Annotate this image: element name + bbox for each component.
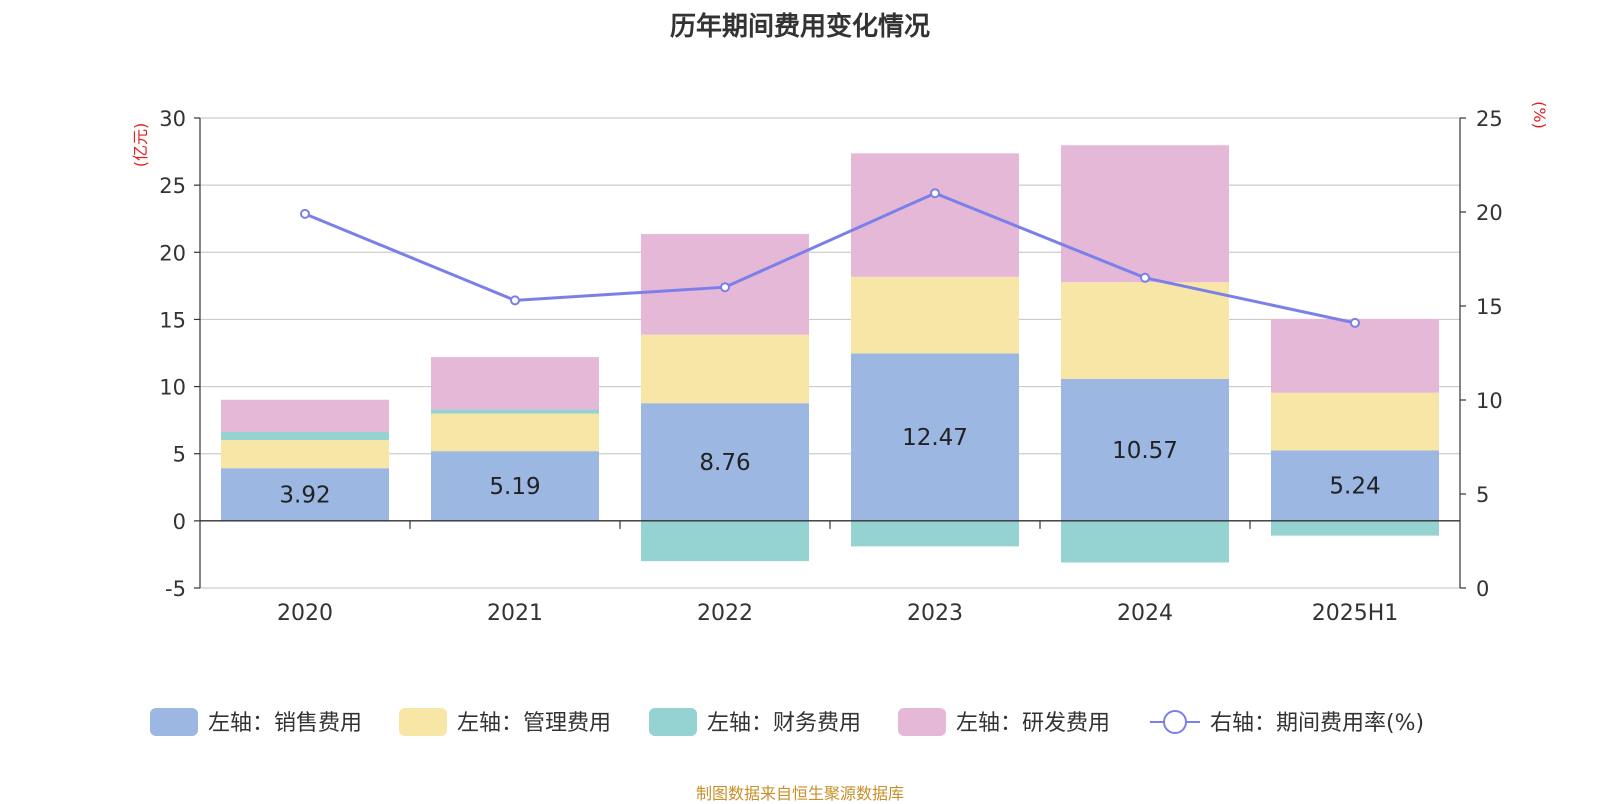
x-tick-label: 2024 [1117, 601, 1173, 626]
legend-swatch [649, 708, 697, 736]
axes: -5 0 5 10 15 20 25 30 0 5 10 15 20 25 (亿元) (%) 2020 2021 2… [131, 101, 1549, 626]
left-tick-label: 10 [159, 376, 186, 400]
x-tick-label: 2020 [277, 601, 333, 626]
left-tick-label: 0 [173, 510, 186, 534]
right-tick-label: 25 [1476, 107, 1503, 131]
legend-marker [1163, 710, 1187, 734]
x-tick-label: 2025H1 [1312, 601, 1399, 626]
bar-segment [851, 276, 1019, 354]
legend-label: 左轴：研发费用 [956, 711, 1110, 736]
bar-value-label: 8.76 [699, 450, 750, 476]
bar-segment [1271, 520, 1439, 536]
bar-segment [221, 431, 389, 441]
legend-item[interactable]: 左轴：管理费用 [399, 708, 611, 736]
bar-value-label: 12.47 [902, 425, 968, 451]
bar-segment [1271, 318, 1439, 393]
bar-segment [431, 451, 599, 521]
legend-item[interactable]: 左轴：财务费用 [649, 708, 861, 736]
x-tick-label: 2023 [907, 601, 963, 626]
legend-label: 左轴：销售费用 [208, 711, 362, 736]
left-axis-unit: (亿元) [131, 123, 150, 168]
right-tick-label: 10 [1476, 389, 1503, 413]
left-tick-label: 5 [173, 443, 186, 467]
left-tick-label: -5 [165, 577, 186, 601]
legend-label: 右轴：期间费用率(%) [1210, 711, 1424, 736]
rate-point [510, 295, 520, 306]
legend-item[interactable]: 左轴：研发费用 [898, 708, 1110, 736]
rate-point [1140, 272, 1150, 283]
rate-point [300, 208, 310, 219]
bar-segment [641, 334, 809, 404]
legend-label: 左轴：财务费用 [707, 711, 861, 736]
bars [221, 145, 1439, 563]
x-tick-label: 2021 [487, 601, 543, 626]
bar-segment [221, 440, 389, 469]
rate-point [720, 282, 730, 293]
bar-value-label: 10.57 [1112, 438, 1178, 464]
rate-point [1350, 317, 1360, 328]
bar-segment [851, 153, 1019, 277]
bar-segment [641, 403, 809, 521]
legend-swatch [898, 708, 946, 736]
right-tick-label: 15 [1476, 295, 1503, 319]
right-axis-unit: (%) [1530, 101, 1549, 129]
left-tick-label: 20 [159, 241, 186, 265]
x-tick-label: 2022 [697, 601, 753, 626]
data-labels: 3.92 5.19 8.76 12.47 10.57 5.24 [279, 425, 1380, 508]
bar-segment [851, 353, 1019, 521]
bar-segment [1061, 145, 1229, 283]
left-tick-label: 30 [159, 107, 186, 131]
legend: 左轴：销售费用 左轴：管理费用 左轴：财务费用 左轴：研发费用 右轴：期间费用率(%) [150, 708, 1424, 736]
bar-segment [641, 520, 809, 562]
bar-segment [221, 468, 389, 521]
source-note: 制图数据来自恒生聚源数据库 [695, 784, 904, 803]
rate-line-path [304, 191, 1356, 325]
bar-segment [851, 520, 1019, 547]
bar-segment [1271, 392, 1439, 451]
right-tick-label: 0 [1476, 577, 1489, 601]
bar-value-label: 5.24 [1329, 474, 1380, 500]
left-tick-label: 25 [159, 174, 186, 198]
bar-segment [431, 357, 599, 410]
left-tick-label: 15 [159, 308, 186, 332]
rate-point [930, 188, 940, 199]
legend-label: 左轴：管理费用 [457, 711, 611, 736]
rate-line [300, 188, 1360, 328]
bar-segment [431, 413, 599, 452]
bar-segment [1061, 520, 1229, 563]
bar-value-label: 5.19 [489, 474, 540, 500]
right-tick-label: 5 [1476, 483, 1489, 507]
bar-segment [1061, 378, 1229, 521]
right-tick-label: 20 [1476, 201, 1503, 225]
bar-value-label: 3.92 [279, 483, 330, 509]
bar-segment [1061, 282, 1229, 379]
bar-segment [1271, 450, 1439, 521]
bar-segment [431, 409, 599, 414]
chart-title: 历年期间费用变化情况 [669, 12, 930, 42]
legend-swatch [150, 708, 198, 736]
legend-swatch [399, 708, 447, 736]
bar-segment [221, 399, 389, 432]
legend-item[interactable]: 左轴：销售费用 [150, 708, 362, 736]
legend-item[interactable]: 右轴：期间费用率(%) [1150, 710, 1424, 736]
